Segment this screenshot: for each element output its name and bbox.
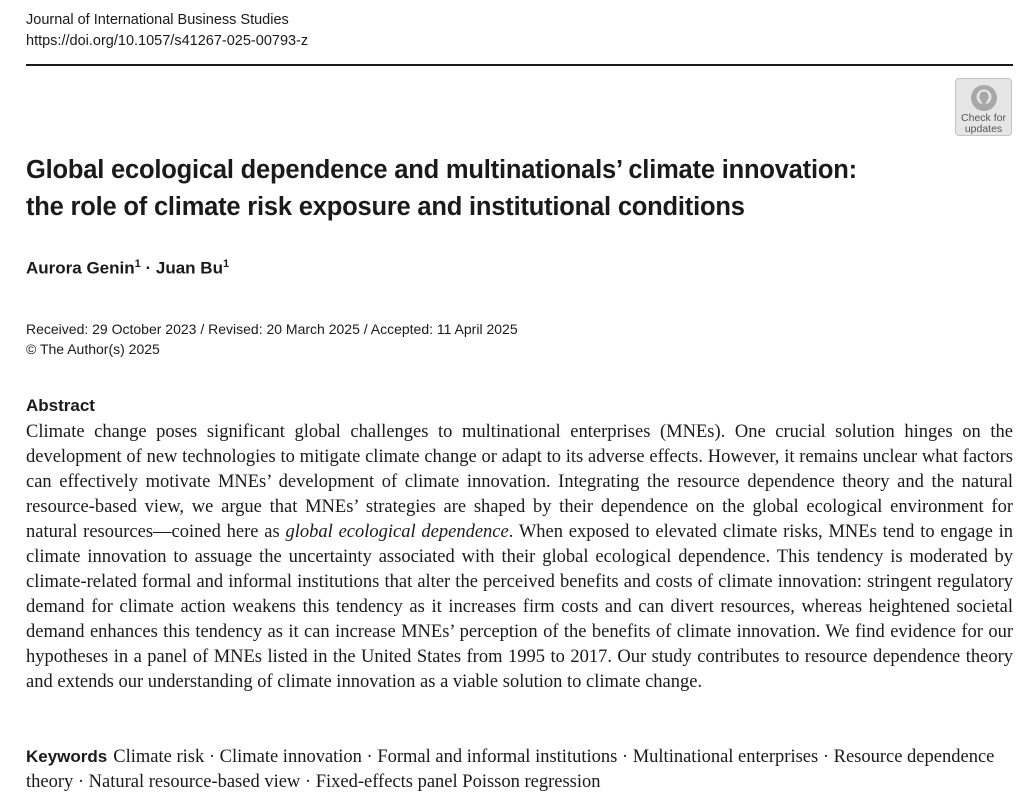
publication-info: Received: 29 October 2023 / Revised: 20 … xyxy=(26,319,518,359)
keywords-list: Climate risk · Climate innovation · Form… xyxy=(26,747,995,792)
abstract-text-part-2: . When exposed to elevated climate risks… xyxy=(26,522,1013,692)
keywords-section: Keywords Climate risk · Climate innovatio… xyxy=(26,744,1013,795)
check-for-updates-badge[interactable]: Check for updates xyxy=(955,78,1012,136)
title-line-2: the role of climate risk exposure and in… xyxy=(26,193,745,221)
affiliation-marker: 1 xyxy=(134,258,141,270)
article-title: Global ecological dependence and multina… xyxy=(26,152,966,226)
history-dates: Received: 29 October 2023 / Revised: 20 … xyxy=(26,321,518,337)
header-divider xyxy=(26,64,1013,66)
doi-link[interactable]: https://doi.org/10.1057/s41267-025-00793… xyxy=(26,33,309,49)
abstract-text-part-1: Climate change poses significant global … xyxy=(26,422,1013,542)
abstract-heading: Abstract xyxy=(26,396,95,415)
journal-name: Journal of International Business Studie… xyxy=(26,12,289,28)
keywords-label: Keywords xyxy=(26,747,108,766)
abstract-text: Climate change poses significant global … xyxy=(26,420,1013,695)
author-separator: · xyxy=(145,258,152,278)
author-name[interactable]: Aurora Genin xyxy=(26,258,135,278)
copyright-notice: © The Author(s) 2025 xyxy=(26,341,160,357)
author-name[interactable]: Juan Bu xyxy=(155,258,223,278)
badge-label-line2: updates xyxy=(964,123,1003,135)
author-list: Aurora Genin1 · Juan Bu1 xyxy=(26,258,229,279)
badge-label-line1: Check for xyxy=(961,112,1006,124)
journal-header: Journal of International Business Studie… xyxy=(26,10,308,52)
title-line-1: Global ecological dependence and multina… xyxy=(26,156,857,184)
check-for-updates-icon xyxy=(970,85,997,111)
affiliation-marker: 1 xyxy=(222,258,230,270)
abstract-emphasis: global ecological dependence xyxy=(285,522,509,542)
